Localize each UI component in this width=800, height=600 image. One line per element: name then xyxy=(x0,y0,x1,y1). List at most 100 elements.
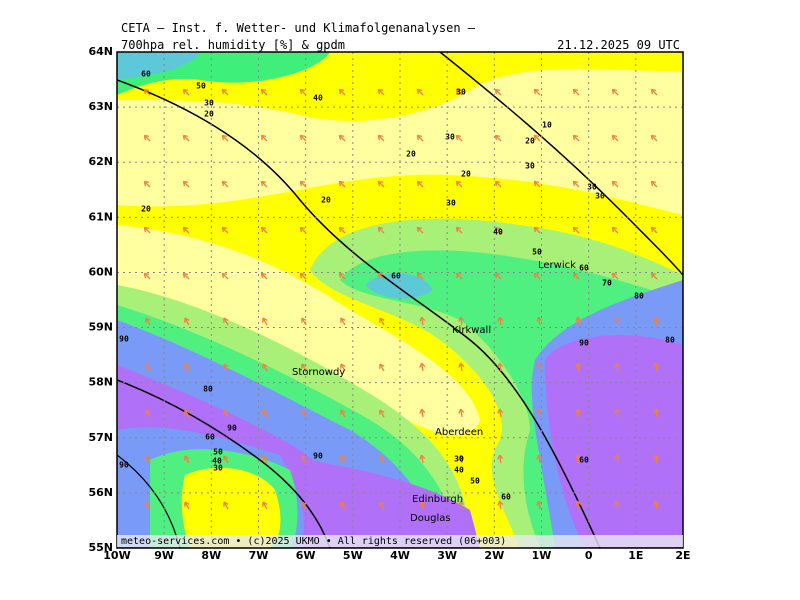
arrow-shaft xyxy=(533,272,541,280)
arrow-head xyxy=(184,317,190,323)
contour-label: 80 xyxy=(203,385,213,394)
arrow-shaft xyxy=(145,455,151,464)
arrow-head xyxy=(262,409,268,415)
lat-label: 56N xyxy=(88,486,113,499)
arrow-shaft xyxy=(494,272,502,280)
arrow-head xyxy=(653,500,660,506)
arrow-shaft xyxy=(301,455,307,464)
wind-arrow xyxy=(299,134,307,142)
arrow-head xyxy=(614,500,621,506)
wind-arrow xyxy=(377,134,385,142)
wind-arrow xyxy=(379,409,385,418)
wind-arrow xyxy=(223,317,229,326)
arrow-head xyxy=(653,454,660,460)
arrow-shaft xyxy=(338,180,346,188)
arrow-shaft xyxy=(455,226,463,234)
arrow-head xyxy=(223,501,229,507)
arrow-head xyxy=(143,180,150,187)
lon-label: 8W xyxy=(201,549,221,562)
arrow-shaft xyxy=(650,272,658,280)
wind-arrow xyxy=(262,363,268,372)
arrow-shaft xyxy=(379,363,385,372)
wind-arrow xyxy=(223,455,229,464)
arrow-head xyxy=(533,134,540,141)
arrow-head xyxy=(497,362,504,368)
arrow-head xyxy=(299,272,306,279)
contour-label: 30 xyxy=(213,464,223,473)
arrow-shaft xyxy=(416,272,424,280)
arrow-shaft xyxy=(498,409,502,418)
arrow-head xyxy=(455,272,462,279)
arrow-shaft xyxy=(459,317,463,326)
wind-arrow xyxy=(338,272,346,280)
lon-label: 1W xyxy=(532,549,552,562)
arrow-head xyxy=(536,362,543,368)
arrow-shaft xyxy=(576,455,580,464)
arrow-shaft xyxy=(576,317,580,326)
wind-arrow xyxy=(416,134,424,142)
arrow-head xyxy=(533,272,540,279)
arrow-shaft xyxy=(182,134,190,142)
arrow-head xyxy=(377,226,384,233)
wind-arrow xyxy=(221,226,229,234)
arrow-shaft xyxy=(377,226,385,234)
arrow-head xyxy=(184,455,190,461)
wind-arrow xyxy=(221,180,229,188)
wind-arrow xyxy=(533,226,541,234)
arrow-head xyxy=(301,455,307,461)
arrow-head xyxy=(653,362,660,368)
arrow-shaft xyxy=(416,226,424,234)
arrow-shaft xyxy=(262,501,268,510)
arrow-head xyxy=(301,363,307,369)
arrow-shaft xyxy=(145,363,151,372)
arrow-head xyxy=(533,180,540,187)
contour-label: 60 xyxy=(141,70,151,79)
arrow-shaft xyxy=(338,226,346,234)
wind-arrow xyxy=(611,88,619,96)
contour-label: 20 xyxy=(141,205,151,214)
arrow-shaft xyxy=(143,88,151,96)
wind-arrow xyxy=(377,226,385,234)
wind-arrow xyxy=(340,501,346,510)
arrow-shaft xyxy=(143,180,151,188)
arrow-shaft xyxy=(379,455,385,464)
wind-arrow xyxy=(455,272,463,280)
wind-arrow xyxy=(494,272,502,280)
arrow-shaft xyxy=(615,455,619,464)
wind-arrow xyxy=(458,408,465,418)
contour-label: 20 xyxy=(321,196,331,205)
arrow-head xyxy=(494,272,501,279)
wind-arrow xyxy=(184,317,190,326)
arrow-head xyxy=(536,454,543,460)
arrow-head xyxy=(262,501,268,507)
wind-arrow xyxy=(262,455,268,464)
arrow-shaft xyxy=(184,501,190,510)
arrow-shaft xyxy=(654,409,658,418)
arrow-shaft xyxy=(498,317,502,326)
map-area: meteo-services.com • (c)2025 UKMO • All … xyxy=(88,45,690,562)
arrow-shaft xyxy=(459,363,463,372)
wind-arrow xyxy=(455,88,463,96)
arrow-head xyxy=(299,180,306,187)
arrow-head xyxy=(416,272,423,279)
arrow-shaft xyxy=(377,272,385,280)
arrow-shaft xyxy=(654,363,658,372)
wind-arrow xyxy=(299,88,307,96)
wind-arrow xyxy=(575,454,582,464)
wind-arrow xyxy=(260,226,268,234)
contour-label: 20 xyxy=(204,110,214,119)
arrow-shaft xyxy=(611,134,619,142)
field-name: 700hpa rel. humidity [%] & gpdm xyxy=(121,38,345,52)
wind-arrow xyxy=(379,455,385,464)
wind-arrow xyxy=(419,316,426,326)
wind-arrow xyxy=(299,226,307,234)
arrow-head xyxy=(455,88,462,95)
arrow-shaft xyxy=(143,134,151,142)
arrow-head xyxy=(145,409,151,415)
wind-arrow xyxy=(497,500,504,510)
arrow-head xyxy=(497,500,504,506)
arrow-head xyxy=(299,226,306,233)
contour-label: 50 xyxy=(196,82,206,91)
wind-arrow xyxy=(614,362,621,372)
wind-arrow xyxy=(650,272,658,280)
